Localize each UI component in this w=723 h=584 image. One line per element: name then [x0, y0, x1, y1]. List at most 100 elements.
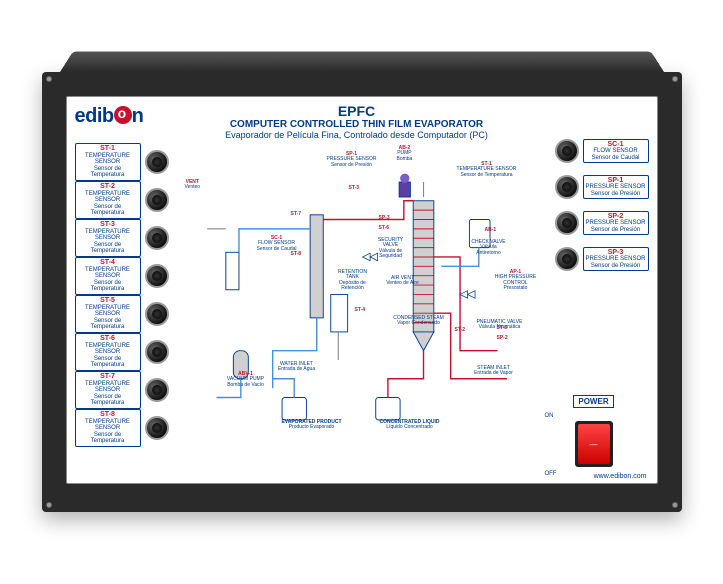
right-sensor-column: SC-1 FLOW SENSOR Sensor de Caudal SP-1 P… — [539, 103, 649, 477]
dlabel-condensed: CONDENSED STEAMVapor Condensado — [389, 316, 449, 327]
power-block: POWER ON — OFF — [539, 391, 649, 477]
dlabel-vacuum: ABV-1VACUUM PUMPBomba de Vacío — [221, 372, 271, 388]
sensor-label: SC-1 FLOW SENSOR Sensor de Caudal — [583, 139, 649, 164]
sensor-label: ST-7 TEMPERATURE SENSOR Sensor de Temper… — [75, 371, 141, 409]
power-label: POWER — [573, 395, 613, 408]
dlabel-sc1: SC-1FLOW SENSORSensor de Caudal — [257, 236, 297, 252]
dlabel-check-valve: CHECK VALVEVálvula Antiretorno — [469, 240, 509, 256]
screw — [672, 502, 678, 508]
left-sensor-column: ST-1 TEMPERATURE SENSOR Sensor de Temper… — [75, 140, 175, 477]
sensor-row: SP-2 PRESSURE SENSOR Sensor de Presión — [539, 205, 649, 241]
dlabel-water-inlet: WATER INLETEntrada de Agua — [275, 362, 319, 373]
title-code: EPFC — [179, 103, 535, 119]
device-enclosure: edibn EPFC COMPUTER CONTROLLED THIN FILM… — [42, 72, 682, 512]
connector-port[interactable] — [555, 211, 579, 235]
connector-port[interactable] — [145, 264, 169, 288]
sensor-code: ST-8 — [78, 411, 138, 419]
sensor-code: SP-2 — [586, 213, 646, 221]
logo: edibn — [75, 103, 175, 140]
sensor-es: Sensor de Temperatura — [78, 318, 138, 331]
sensor-code: ST-1 — [78, 145, 138, 153]
sensor-es: Sensor de Temperatura — [78, 242, 138, 255]
sensor-code: SP-3 — [586, 249, 646, 257]
dlabel-steam-inlet: STEAM INLETEntrada de Vapor — [469, 366, 519, 377]
connector-port[interactable] — [555, 139, 579, 163]
screw — [46, 76, 52, 82]
power-on-label: ON — [545, 413, 554, 419]
logo-text: edibn — [75, 105, 144, 128]
connector-port[interactable] — [555, 247, 579, 271]
sensor-es: Sensor de Temperatura — [78, 394, 138, 407]
sensor-es: Sensor de Caudal — [586, 155, 646, 162]
sensor-code: ST-2 — [78, 183, 138, 191]
power-switch-rocker: — — [578, 424, 610, 464]
sensor-row: SC-1 FLOW SENSOR Sensor de Caudal — [539, 133, 649, 169]
sensor-es: Sensor de Presión — [586, 191, 646, 198]
sensor-es: Sensor de Temperatura — [78, 204, 138, 217]
process-diagram: VENTVenteo SP-1PRESSURE SENSORSensor de … — [179, 140, 535, 477]
dlabel-st7: ST-7 — [291, 212, 302, 217]
connector-port[interactable] — [145, 302, 169, 326]
sensor-en: PRESSURE SENSOR — [586, 256, 646, 263]
dlabel-evap-product: EVAPORATED PRODUCTProducto Evaporado — [277, 420, 347, 431]
sensor-row: SP-1 PRESSURE SENSOR Sensor de Presión — [539, 169, 649, 205]
sensor-code: SC-1 — [586, 141, 646, 149]
sensor-en: TEMPERATURE SENSOR — [78, 153, 138, 166]
sensor-label: SP-2 PRESSURE SENSOR Sensor de Presión — [583, 211, 649, 236]
dlabel-ab2: AB-2PUMPBomba — [397, 146, 413, 162]
sensor-label: ST-3 TEMPERATURE SENSOR Sensor de Temper… — [75, 219, 141, 257]
connector-port[interactable] — [555, 175, 579, 199]
sensor-label: ST-1 TEMPERATURE SENSOR Sensor de Temper… — [75, 143, 141, 181]
connector-port[interactable] — [145, 150, 169, 174]
connector-port[interactable] — [145, 226, 169, 250]
sensor-code: SP-1 — [586, 177, 646, 185]
sensor-es: Sensor de Presión — [586, 263, 646, 270]
sensor-row: ST-6 TEMPERATURE SENSOR Sensor de Temper… — [75, 334, 175, 370]
power-switch[interactable]: — — [575, 421, 613, 467]
dlabel-st2: ST-2 — [455, 328, 466, 333]
sensor-es: Sensor de Temperatura — [78, 432, 138, 445]
connector-port[interactable] — [145, 416, 169, 440]
sensor-label: ST-5 TEMPERATURE SENSOR Sensor de Temper… — [75, 295, 141, 333]
sensor-es: Sensor de Temperatura — [78, 166, 138, 179]
sensor-row: ST-2 TEMPERATURE SENSOR Sensor de Temper… — [75, 182, 175, 218]
sensor-en: TEMPERATURE SENSOR — [78, 343, 138, 356]
sensor-es: Sensor de Presión — [586, 227, 646, 234]
sensor-en: TEMPERATURE SENSOR — [78, 419, 138, 432]
sensor-label: SP-1 PRESSURE SENSOR Sensor de Presión — [583, 175, 649, 200]
sensor-label: ST-2 TEMPERATURE SENSOR Sensor de Temper… — [75, 181, 141, 219]
sensor-en: FLOW SENSOR — [586, 148, 646, 155]
front-panel: edibn EPFC COMPUTER CONTROLLED THIN FILM… — [66, 96, 658, 484]
dlabel-retention: RETENTION TANKDepósito de Retención — [333, 270, 373, 291]
screw — [46, 502, 52, 508]
dlabel-sp2: SP-2 — [497, 336, 508, 341]
sensor-label: ST-4 TEMPERATURE SENSOR Sensor de Temper… — [75, 257, 141, 295]
sensor-row: ST-4 TEMPERATURE SENSOR Sensor de Temper… — [75, 258, 175, 294]
sensor-label: SP-3 PRESSURE SENSOR Sensor de Presión — [583, 247, 649, 272]
sensor-en: TEMPERATURE SENSOR — [78, 305, 138, 318]
dlabel-ab1: AB-1 — [485, 228, 497, 233]
sensor-row: ST-5 TEMPERATURE SENSOR Sensor de Temper… — [75, 296, 175, 332]
dlabel-vent: VENTVenteo — [185, 180, 201, 191]
dlabel-st8: ST-8 — [291, 252, 302, 257]
dlabel-st1: ST-1TEMPERATURE SENSORSensor de Temperat… — [457, 162, 517, 178]
connector-port[interactable] — [145, 378, 169, 402]
sensor-row: ST-8 TEMPERATURE SENSOR Sensor de Temper… — [75, 410, 175, 446]
sensor-code: ST-7 — [78, 373, 138, 381]
sensor-row: ST-1 TEMPERATURE SENSOR Sensor de Temper… — [75, 144, 175, 180]
connector-port[interactable] — [145, 340, 169, 364]
sensor-code: ST-3 — [78, 221, 138, 229]
sensor-en: TEMPERATURE SENSOR — [78, 191, 138, 204]
sensor-en: TEMPERATURE SENSOR — [78, 267, 138, 280]
sensor-row: ST-3 TEMPERATURE SENSOR Sensor de Temper… — [75, 220, 175, 256]
connector-port[interactable] — [145, 188, 169, 212]
dlabel-ap1: AP-1HIGH PRESSURE CONTROLPresostato — [491, 270, 541, 291]
dlabel-st3: ST-3 — [349, 186, 360, 191]
dlabel-st6: ST-6 — [379, 226, 390, 231]
title-en: COMPUTER CONTROLLED THIN FILM EVAPORATOR — [179, 119, 535, 130]
url: www.edibon.com — [594, 473, 647, 480]
sensor-code: ST-5 — [78, 297, 138, 305]
sensor-es: Sensor de Temperatura — [78, 280, 138, 293]
dlabel-conc-liquid: CONCENTRATED LIQUIDLíquido Concentrado — [375, 420, 445, 431]
logo-o-icon — [114, 106, 132, 124]
